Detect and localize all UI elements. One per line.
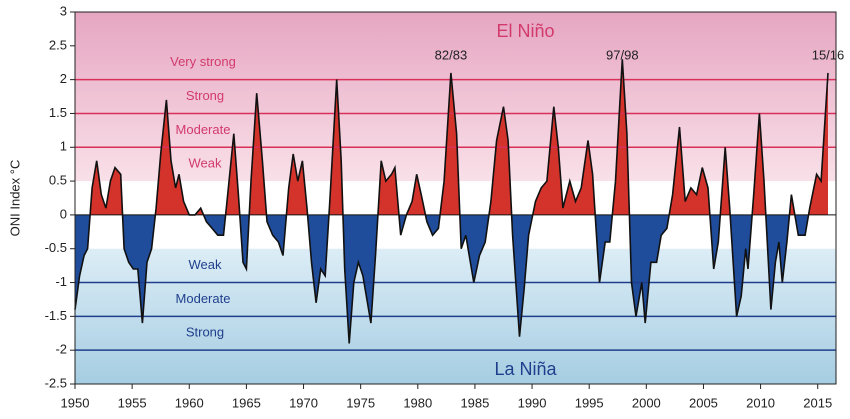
negative-area <box>75 214 809 344</box>
x-tick-label: 1975 <box>346 395 375 410</box>
y-tick-label: -1 <box>55 274 67 289</box>
y-tick-label: -1.5 <box>45 308 67 323</box>
x-tick-label: 1980 <box>403 395 432 410</box>
x-tick-label: 1950 <box>61 395 90 410</box>
level-label: Strong <box>186 325 224 340</box>
annotation: 82/83 <box>435 47 468 62</box>
annotation: 15/16 <box>812 47 845 62</box>
annotation: 97/98 <box>606 47 639 62</box>
y-tick-label: 0 <box>60 206 67 221</box>
y-tick-label: 3 <box>60 3 67 18</box>
plot-frame <box>74 11 837 385</box>
level-label: Moderate <box>176 122 231 137</box>
y-tick-label: -2 <box>55 342 67 357</box>
level-label: Moderate <box>176 291 231 306</box>
level-label: Strong <box>186 88 224 103</box>
y-tick-label: 0.5 <box>49 173 67 188</box>
x-tick-label: 1960 <box>175 395 204 410</box>
level-label: Weak <box>189 156 222 171</box>
x-tick-label: 2015 <box>803 395 832 410</box>
x-tick-label: 2005 <box>689 395 718 410</box>
y-tick-label: 1 <box>60 139 67 154</box>
y-tick-label: 2 <box>60 71 67 86</box>
y-tick-label: 1.5 <box>49 105 67 120</box>
x-tick-label: 1955 <box>118 395 147 410</box>
x-tick-label: 1970 <box>289 395 318 410</box>
y-tick-label: 2.5 <box>49 37 67 52</box>
y-axis-label: ONI Index °C <box>7 160 22 237</box>
la-nina-label: La Niña <box>494 359 557 379</box>
oni-line <box>74 59 829 344</box>
x-tick-label: 1985 <box>460 395 489 410</box>
y-tick-label: -0.5 <box>45 240 67 255</box>
x-tick-label: 2000 <box>632 395 661 410</box>
x-tick-label: 1995 <box>575 395 604 410</box>
x-tick-label: 2010 <box>746 395 775 410</box>
level-label: Very strong <box>170 54 236 69</box>
x-tick-label: 1990 <box>518 395 547 410</box>
level-label: Weak <box>189 257 222 272</box>
x-tick-label: 1965 <box>232 395 261 410</box>
el-nino-label: El Niño <box>496 21 554 41</box>
y-tick-label: -2.5 <box>45 375 67 390</box>
